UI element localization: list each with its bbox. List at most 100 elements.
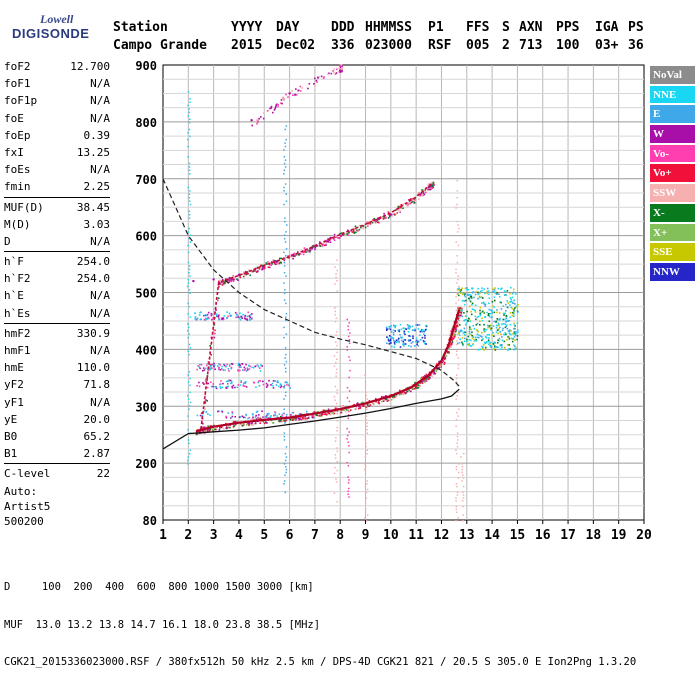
echo-point [284, 220, 286, 223]
echo-point [194, 317, 196, 320]
legend-item-ssw: SSW [650, 184, 695, 202]
echo-point [208, 429, 211, 432]
echo-point [206, 379, 208, 381]
echo-point [475, 339, 477, 341]
echo-point [302, 251, 305, 254]
echo-point [332, 413, 335, 415]
echo-point [460, 292, 462, 294]
echo-point [187, 278, 190, 281]
echo-point [230, 417, 233, 419]
echo-point [274, 106, 277, 108]
echo-point [438, 367, 440, 369]
echo-point [293, 417, 295, 419]
echo-point [281, 102, 283, 105]
echo-point [455, 449, 457, 451]
echo-point [424, 379, 426, 381]
echo-point [272, 259, 275, 261]
echo-point [417, 386, 420, 389]
echo-point [494, 291, 496, 293]
echo-point [189, 98, 191, 100]
echo-point [460, 313, 463, 316]
echo-point [492, 290, 494, 293]
echo-point [272, 387, 275, 389]
echo-point [187, 145, 189, 148]
echo-point [236, 278, 238, 280]
echo-point [414, 387, 417, 389]
echo-point [364, 381, 367, 383]
echo-point [262, 380, 264, 383]
echo-point [334, 266, 336, 268]
echo-point [334, 457, 337, 459]
echo-point [439, 365, 442, 367]
echo-point [299, 253, 301, 255]
echo-point [278, 420, 280, 423]
echo-point [365, 520, 368, 522]
echo-point [211, 318, 213, 321]
echo-point [292, 418, 295, 421]
echo-point [498, 328, 500, 330]
echo-point [515, 306, 517, 309]
echo-point [210, 314, 213, 317]
echo-point [343, 409, 345, 411]
echo-point [336, 469, 338, 472]
echo-point [225, 386, 227, 389]
echo-point [402, 207, 404, 210]
echo-point [493, 335, 495, 337]
echo-point [510, 306, 512, 309]
echo-point [514, 307, 516, 309]
echo-point [231, 387, 234, 389]
echo-point [194, 318, 197, 321]
legend-item-nnw: NNW [650, 262, 695, 281]
echo-point [266, 413, 268, 415]
echo-point [222, 382, 224, 385]
x-tick-label: 3 [210, 528, 218, 543]
echo-point [513, 310, 515, 313]
echo-point [283, 265, 286, 267]
echo-point [285, 471, 287, 474]
echo-point [467, 288, 469, 291]
echo-point [395, 394, 398, 397]
echo-point [488, 343, 490, 345]
echo-point [412, 337, 414, 340]
param-label: hmE [4, 361, 24, 375]
param-value: 3.03 [83, 217, 111, 231]
echo-point [254, 422, 257, 424]
echo-point [274, 263, 277, 266]
echo-point [262, 416, 265, 419]
echo-point [287, 96, 289, 98]
echo-point [458, 342, 461, 344]
echo-point [336, 358, 338, 360]
echo-point [508, 330, 510, 333]
param-label: yF1 [4, 395, 24, 409]
x-tick-label: 13 [459, 528, 475, 543]
echo-point [462, 497, 465, 499]
echo-point [312, 414, 314, 416]
echo-point [353, 231, 355, 234]
echo-point [424, 340, 426, 343]
echo-point [456, 411, 458, 414]
echo-point [515, 347, 517, 350]
echo-point [243, 382, 245, 385]
echo-point [421, 330, 423, 333]
param-value: 2.87 [83, 447, 111, 461]
echo-point [365, 491, 368, 494]
echo-point [469, 320, 471, 323]
echo-point [250, 423, 253, 426]
echo-point [311, 248, 313, 250]
echo-point [188, 217, 191, 219]
echo-point [248, 315, 251, 317]
echo-point [486, 341, 488, 344]
echo-point [198, 385, 201, 388]
echo-point [188, 210, 191, 213]
echo-point [285, 231, 287, 233]
echo-point [219, 383, 222, 385]
echo-point [231, 415, 234, 418]
echo-point [468, 317, 470, 320]
echo-point [187, 251, 190, 254]
echo-point [419, 382, 421, 385]
echo-point [202, 422, 204, 425]
echo-point [346, 438, 348, 440]
echo-point [283, 435, 286, 438]
echo-point [293, 252, 296, 255]
echo-point [392, 337, 394, 339]
